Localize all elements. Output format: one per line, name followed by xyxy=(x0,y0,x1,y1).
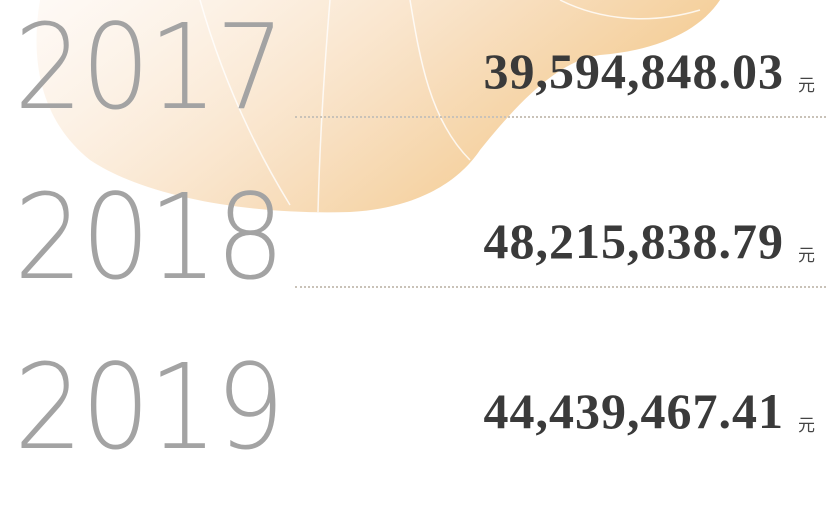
amount: 39,594,848.03 xyxy=(484,46,785,96)
unit: 元 xyxy=(798,248,815,265)
year: 2019 xyxy=(14,348,283,466)
unit: 元 xyxy=(798,78,815,95)
amount: 44,439,467.41 xyxy=(484,386,785,436)
year: 2017 xyxy=(14,8,283,126)
page: 2017 39,594,848.03 元 2018 48,215,838.79 … xyxy=(0,0,826,450)
row: 2018 48,215,838.79 元 xyxy=(0,178,826,348)
dotted-line xyxy=(295,286,826,288)
row: 2017 39,594,848.03 元 xyxy=(0,8,826,178)
year: 2018 xyxy=(14,178,283,296)
unit: 元 xyxy=(798,418,815,435)
dotted-line xyxy=(295,116,826,118)
amount: 48,215,838.79 xyxy=(484,216,785,266)
row: 2019 44,439,467.41 元 xyxy=(0,348,826,518)
